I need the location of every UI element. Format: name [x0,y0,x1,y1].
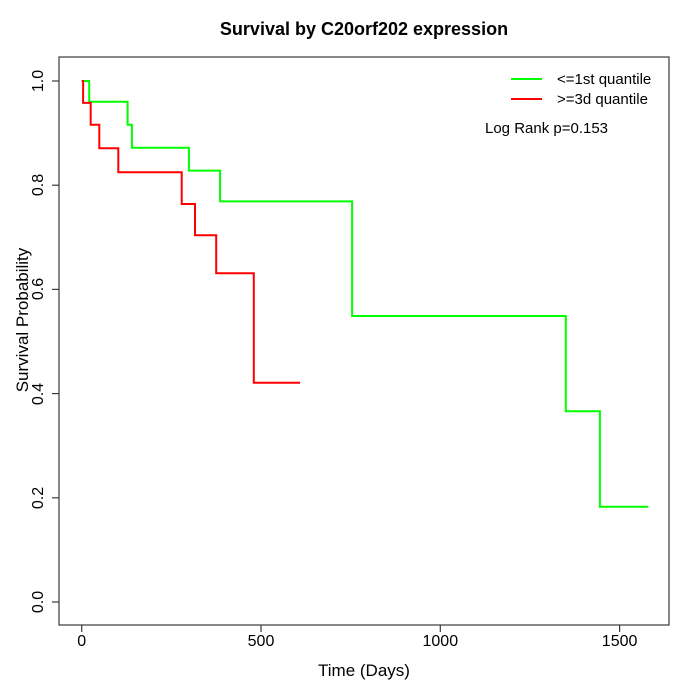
plot-title: Survival by C20orf202 expression [219,19,509,39]
x-tick-label: 500 [247,633,275,650]
legend-line-red [511,98,542,100]
x-tick-label: 1500 [601,633,638,650]
plot-box [58,56,670,626]
survival-curve-high-expression [81,80,301,384]
logrank-pvalue-note: Log Rank p=0.153 [485,120,609,137]
y-tick-label: 1.0 [30,69,47,93]
y-tick-label: 0.0 [30,590,47,614]
legend-label: >=3d quantile [557,90,648,108]
legend: <=1st quantile >=3d quantile [511,69,651,109]
x-axis-label: Time (Days) [318,661,410,680]
x-tick-label: 0 [77,633,87,650]
legend-item-high-expression: >=3d quantile [511,89,651,109]
x-tick-label: 1000 [422,633,459,650]
legend-item-low-expression: <=1st quantile [511,69,651,89]
legend-label: <=1st quantile [557,70,652,88]
survival-curve-low-expression [81,80,649,508]
y-tick-label: 0.2 [30,486,47,509]
legend-line-green [511,78,542,80]
y-axis-label: Survival Probability [13,247,32,393]
y-tick-label: 0.8 [30,174,47,197]
